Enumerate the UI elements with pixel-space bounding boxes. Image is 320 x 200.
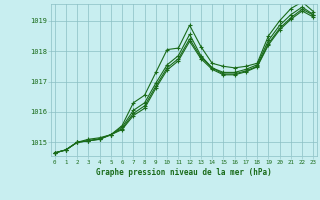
X-axis label: Graphe pression niveau de la mer (hPa): Graphe pression niveau de la mer (hPa) [96,168,272,177]
